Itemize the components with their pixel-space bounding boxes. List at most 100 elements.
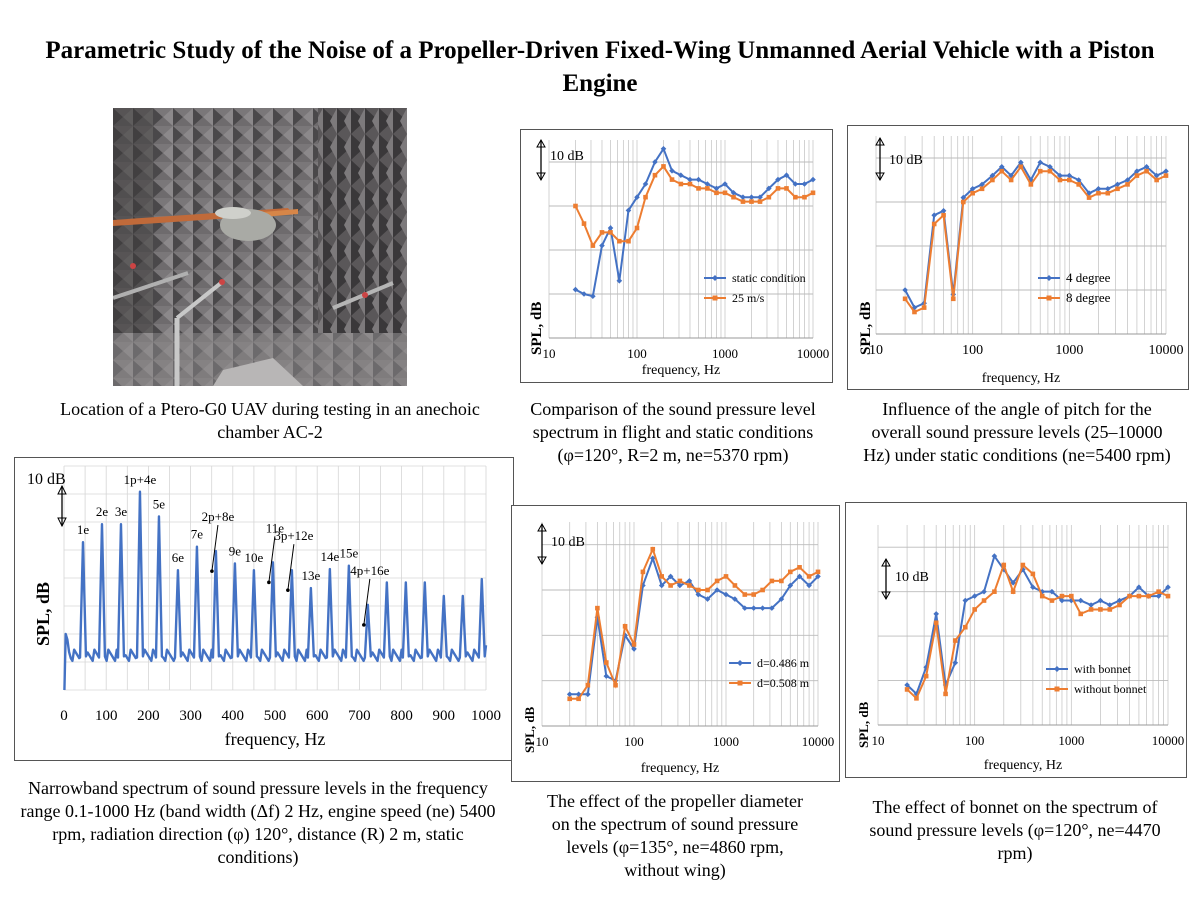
series-point — [902, 296, 908, 302]
series-point — [1107, 602, 1113, 608]
legend-label: with bonnet — [1074, 662, 1132, 676]
series-point — [652, 159, 658, 165]
series-point — [1066, 172, 1073, 179]
scale-arrow-bottom — [57, 517, 67, 528]
series-point — [613, 682, 618, 688]
series-point — [801, 181, 808, 187]
series-point — [677, 578, 683, 584]
series-point — [787, 582, 794, 589]
series-point — [1146, 593, 1151, 599]
scale-arrow-top — [881, 557, 891, 567]
series-point — [981, 588, 987, 595]
series-point — [740, 199, 746, 204]
series-point — [687, 176, 693, 183]
series-point — [1153, 172, 1160, 179]
legend-marker — [712, 295, 718, 301]
series-point — [714, 587, 720, 593]
series-point — [796, 573, 803, 580]
series-point — [941, 212, 946, 218]
series-point — [1134, 168, 1140, 174]
series-point — [1057, 172, 1063, 179]
series-point — [969, 186, 976, 192]
series-point — [732, 596, 738, 602]
x-tick-label: 200 — [137, 708, 160, 724]
series-point — [678, 172, 684, 178]
series-line-1 — [906, 561, 1169, 701]
series-point — [617, 238, 622, 244]
series-point — [604, 660, 609, 665]
x-axis-label: frequency, Hz — [982, 371, 1060, 386]
harmonic-arrow — [268, 536, 276, 583]
series-point — [581, 291, 587, 297]
y-axis-label: SPL, dB — [33, 582, 53, 646]
harmonic-label-14e: 14e — [320, 549, 339, 564]
series-point — [607, 225, 614, 231]
pitch-caption: Influence of the angle of pitch for the … — [863, 399, 1171, 465]
x-axis-label: frequency, Hz — [642, 363, 720, 378]
series-point — [1155, 593, 1162, 599]
series-point — [950, 296, 956, 302]
y-axis-label: SPL, dB — [856, 701, 871, 748]
harmonic-label-1e: 1e — [77, 522, 90, 537]
series-point — [999, 168, 1005, 174]
series-point — [714, 578, 720, 584]
series-point — [1008, 177, 1014, 183]
series-point — [991, 553, 998, 559]
y-axis-label: SPL, dB — [858, 302, 874, 355]
series-point — [723, 574, 729, 579]
series-point — [704, 181, 711, 187]
series-point — [979, 186, 985, 192]
series-point — [1018, 159, 1024, 166]
series-point — [1018, 164, 1024, 170]
series-point — [760, 587, 765, 593]
series-point — [660, 146, 667, 152]
series-point — [1127, 593, 1132, 599]
series-point — [802, 194, 807, 200]
series-point — [1047, 164, 1053, 170]
series-point — [1001, 562, 1007, 568]
anechoic-chamber-photo — [113, 108, 407, 386]
series-point — [1086, 195, 1092, 200]
series-point — [1097, 597, 1104, 604]
series-point — [1010, 589, 1016, 594]
series-point — [759, 605, 766, 611]
legend-label: d=0.486 m — [757, 656, 810, 670]
series-point — [599, 230, 605, 235]
x-tick-label: 1000 — [471, 708, 501, 724]
series-point — [784, 186, 789, 191]
legend-label: d=0.508 m — [757, 676, 810, 690]
series-point — [981, 598, 987, 603]
narrowband-caption: Narrowband spectrum of sound pressure le… — [20, 778, 496, 867]
bonnet-caption: The effect of bonnet on the spectrum of … — [869, 797, 1161, 863]
series-point — [608, 230, 613, 235]
series-point — [1037, 159, 1044, 166]
series-point — [742, 592, 748, 597]
series-point — [1096, 190, 1101, 196]
scale-arrow-top — [536, 138, 546, 148]
series-point — [585, 691, 591, 698]
x-tick-label: 10 — [543, 346, 556, 361]
series-point — [1098, 607, 1103, 612]
series-point — [952, 659, 959, 666]
pitch-chart: 10 100 1000 10000 frequency, Hz SPL, dB 10 dB 4… — [847, 125, 1189, 390]
series-point — [989, 172, 996, 179]
series-point — [1008, 172, 1014, 179]
series-point — [616, 278, 623, 284]
series-point — [631, 642, 637, 647]
x-tick-label: 10000 — [1149, 343, 1184, 358]
scale-bar-label: 10 dB — [895, 570, 929, 585]
legend-label: 25 m/s — [732, 291, 765, 305]
series-point — [576, 696, 581, 702]
y-axis-label: SPL, dB — [522, 706, 537, 753]
x-tick-label: 100 — [965, 733, 985, 748]
series-point — [1165, 584, 1171, 591]
harmonic-label-9e: 9e — [229, 543, 242, 558]
series-point — [1078, 611, 1084, 617]
harmonic-label-4p+16e: 4p+16e — [350, 563, 389, 578]
series-point — [788, 569, 793, 575]
diameter-caption: The effect of the propeller diameter on … — [546, 791, 804, 880]
x-tick-label: 1000 — [1055, 343, 1083, 358]
plot-grid — [548, 140, 814, 339]
harmonic-label-10e: 10e — [245, 550, 264, 565]
series-point — [766, 194, 772, 200]
